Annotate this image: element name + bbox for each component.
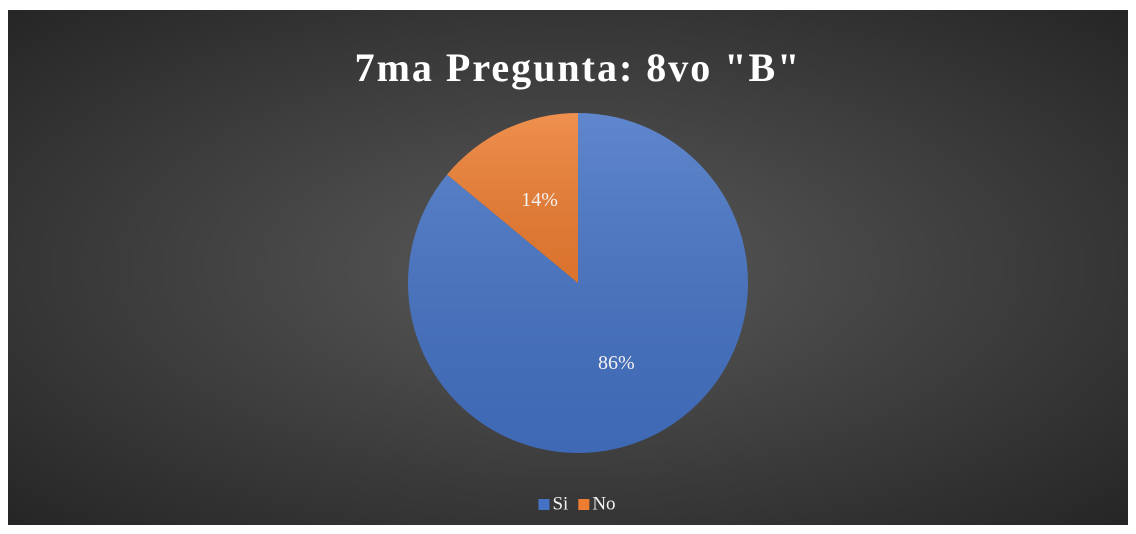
legend-swatch [538, 499, 550, 510]
data-label: 14% [521, 189, 558, 211]
slice-shade [447, 113, 578, 283]
legend-label: No [592, 493, 615, 514]
chart-title: 7ma Pregunta: 8vo "B" [355, 45, 802, 90]
pie: 86% 14% [408, 113, 748, 453]
legend: Si No [538, 493, 616, 514]
data-label: 86% [598, 352, 635, 374]
legend-swatch [578, 499, 590, 510]
legend-label: Si [552, 493, 568, 514]
